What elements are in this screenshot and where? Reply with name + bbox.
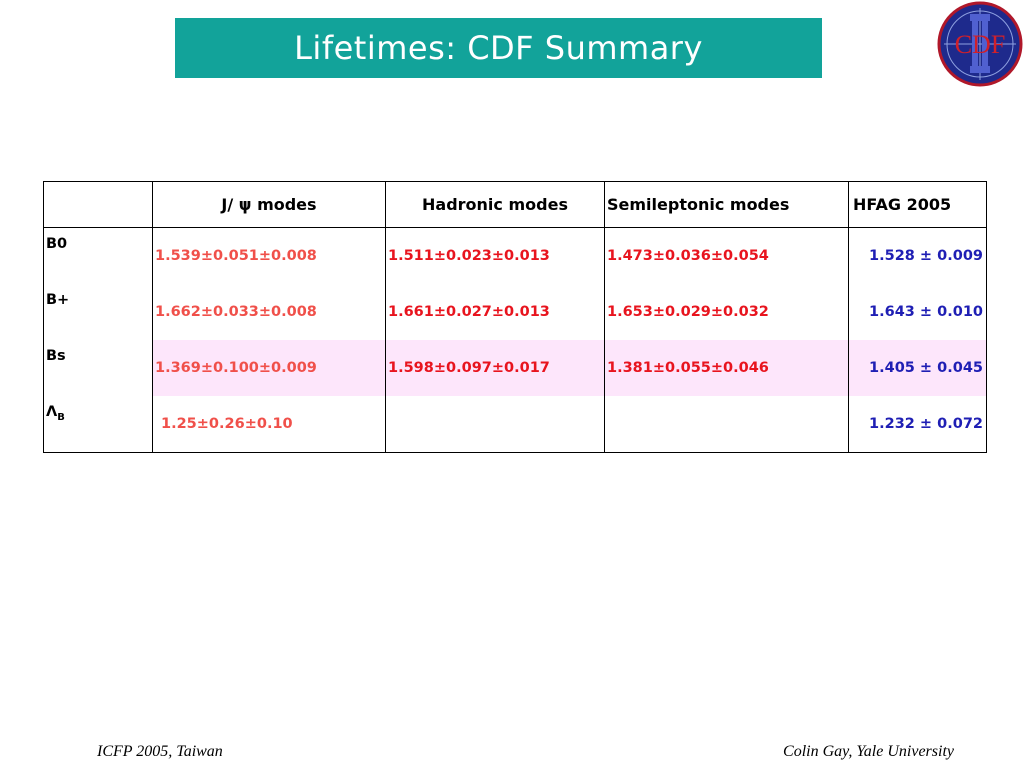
footer-author: Colin Gay, Yale University — [783, 743, 954, 760]
row-label-b0: B0 — [43, 227, 153, 284]
row-label-bs: Bs — [43, 340, 153, 396]
cell-hadronic: 1.511±0.023±0.013 — [385, 227, 605, 284]
cell-hadronic: 1.661±0.027±0.013 — [385, 284, 605, 340]
cell-jpsi: 1.539±0.051±0.008 — [152, 227, 386, 284]
cell-semileptonic: 1.653±0.029±0.032 — [604, 284, 849, 340]
row-label-lambda-b: ΛB — [43, 396, 153, 453]
table-header-row: J/ ψ modes Hadronic modes Semileptonic m… — [43, 181, 987, 228]
cdf-ii-logo-icon: CDF — [937, 1, 1023, 87]
cell-hadronic — [385, 396, 605, 453]
lifetimes-table: J/ ψ modes Hadronic modes Semileptonic m… — [43, 181, 987, 453]
header-hfag: HFAG 2005 — [848, 181, 987, 228]
cell-jpsi: 1.662±0.033±0.008 — [152, 284, 386, 340]
cell-hfag: 1.232 ± 0.072 — [869, 416, 983, 432]
cell-jpsi: 1.369±0.100±0.009 — [152, 340, 386, 396]
cell-jpsi: 1.25±0.26±0.10 — [152, 396, 386, 453]
cell-hfag: 1.528 ± 0.009 — [869, 248, 983, 264]
header-hadronic: Hadronic modes — [385, 181, 605, 228]
lambda-symbol: Λ — [46, 404, 58, 420]
slide-title: Lifetimes: CDF Summary — [294, 29, 703, 67]
cell-hadronic: 1.598±0.097±0.017 — [385, 340, 605, 396]
cell-semileptonic: 1.473±0.036±0.054 — [604, 227, 849, 284]
logo-text: CDF — [955, 30, 1006, 59]
footer-conference: ICFP 2005, Taiwan — [97, 743, 223, 760]
title-banner: Lifetimes: CDF Summary — [175, 18, 822, 78]
table-row: B0 1.539±0.051±0.008 1.511±0.023±0.013 1… — [43, 227, 987, 284]
lambda-subscript: B — [57, 412, 65, 423]
table-row: ΛB 1.25±0.26±0.10 1.232 ± 0.072 — [43, 396, 987, 453]
cell-semileptonic: 1.381±0.055±0.046 — [604, 340, 849, 396]
table-row: B+ 1.662±0.033±0.008 1.661±0.027±0.013 1… — [43, 284, 987, 340]
cell-hfag: 1.643 ± 0.010 — [869, 304, 983, 320]
row-label-bplus: B+ — [43, 284, 153, 340]
table-row: Bs 1.369±0.100±0.009 1.598±0.097±0.017 1… — [43, 340, 987, 396]
header-semileptonic: Semileptonic modes — [604, 181, 849, 228]
header-empty — [43, 181, 153, 228]
cell-hfag: 1.405 ± 0.045 — [848, 340, 987, 396]
header-jpsi: J/ ψ modes — [152, 181, 386, 228]
cell-semileptonic — [604, 396, 849, 453]
